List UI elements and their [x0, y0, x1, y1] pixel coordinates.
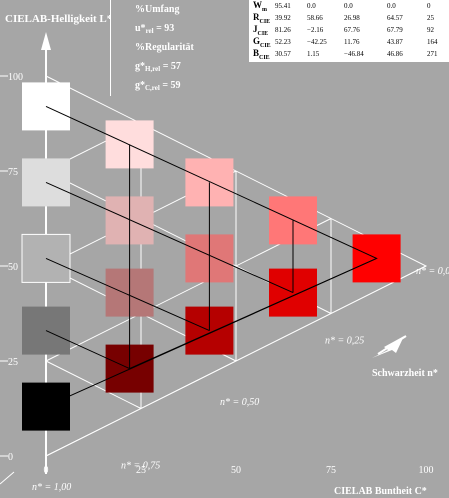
x-tick-label: 0	[44, 465, 49, 476]
table-row: BCIE 30.57 1.15 −46.84 46.86 271	[249, 48, 449, 61]
table-cell: −2.16	[307, 26, 324, 34]
info-subscript: H,rel	[145, 65, 161, 73]
row-label: RCIE	[253, 12, 271, 25]
n-label: n* = 1,00	[32, 482, 71, 493]
y-tick-label: 50	[8, 262, 18, 273]
y-tick-label: 75	[8, 167, 18, 178]
x-axis-label: CIELAB Buntheit C*	[334, 486, 427, 497]
n-label: n* = 0,75	[121, 461, 160, 472]
table-row: JCIE 81.26 −2.16 67.76 67.79 92	[249, 24, 449, 37]
table-cell: 30.57	[275, 50, 291, 58]
n-label: n* = 0,25	[325, 336, 364, 347]
color-swatch	[22, 82, 70, 131]
labels: CIELAB-Helligkeit L* 100 75 50 25 0 0 25 50 75 100…	[5, 13, 449, 497]
lower-edge	[45, 265, 427, 457]
data-table: Wm 95.41 0.0 0.0 0.0 0 RCIE 39.92 58.66 26.98 64.5…	[249, 0, 449, 62]
x-tick-label: 50	[231, 465, 241, 476]
info-subscript: C,rel	[145, 84, 160, 92]
row-label-subscript: CIE	[257, 30, 269, 37]
info-line: g*C,rel = 59	[135, 80, 181, 92]
table-cell: 164	[427, 38, 438, 46]
y-axis-arrow	[41, 32, 51, 50]
table-cell: −42.25	[307, 38, 327, 46]
black-grid-lines	[45, 105, 378, 408]
table-cell: 52.23	[275, 38, 291, 46]
row-label-subscript: CIE	[260, 42, 271, 49]
table-cell: 25	[427, 14, 434, 22]
x-tick-label: 100	[419, 465, 434, 476]
table-row: GCIE 52.23 −42.25 11.76 43.87 164	[249, 36, 449, 49]
row-label-subscript: m	[262, 6, 267, 13]
row-label-subscript: CIE	[259, 18, 271, 25]
series-line	[129, 257, 377, 370]
row-label: JCIE	[253, 24, 269, 37]
table-cell: 67.76	[344, 26, 360, 34]
info-line: %Regularität	[135, 42, 194, 53]
corner-mark	[0, 471, 15, 485]
table-cell: 0.0	[307, 2, 316, 10]
table-cell: 81.26	[275, 26, 291, 34]
info-box: %Umfang u*rel = 93 %Regularität g*H,rel = 5…	[110, 0, 243, 96]
series-line	[45, 181, 294, 294]
table-cell: −46.84	[344, 50, 364, 58]
y-tick-label: 100	[8, 72, 23, 83]
table-cell: 64.57	[387, 14, 403, 22]
table-cell: 58.66	[307, 14, 323, 22]
row-label: Wm	[253, 0, 267, 13]
info-line: %Umfang	[135, 4, 180, 15]
annotation-arrow-shaft	[377, 335, 407, 355]
annotation-label: Schwarzheit n*	[372, 368, 438, 379]
table-cell: 43.87	[387, 38, 403, 46]
info-subscript: rel	[145, 27, 154, 35]
table-cell: 67.79	[387, 26, 403, 34]
x-tick-label: 25	[136, 465, 146, 476]
series-line	[45, 257, 210, 332]
row-label: GCIE	[253, 36, 271, 49]
table-cell: 92	[427, 26, 434, 34]
n-line	[45, 360, 142, 409]
table-cell: 0.0	[387, 2, 396, 10]
info-line: u*rel = 93	[135, 23, 175, 35]
row-label-subscript: CIE	[259, 54, 270, 61]
chart-title: CIELAB-Helligkeit L*	[5, 13, 113, 25]
table-cell: 95.41	[275, 2, 291, 10]
table-cell: 11.76	[344, 38, 360, 46]
n-label: n* = 0,50	[220, 397, 259, 408]
table-row: RCIE 39.92 58.66 26.98 64.57 25	[249, 12, 449, 25]
series-line	[45, 330, 130, 370]
table-cell: 1.15	[307, 50, 320, 58]
table-cell: 39.92	[275, 14, 291, 22]
table-cell: 26.98	[344, 14, 360, 22]
table-cell: 0.0	[344, 2, 353, 10]
table-cell: 46.86	[387, 50, 403, 58]
swatch-outline	[21, 233, 71, 283]
x-tick-label: 75	[326, 465, 336, 476]
table-cell: 271	[427, 50, 438, 58]
row-label: BCIE	[253, 48, 270, 61]
table-row: Wm 95.41 0.0 0.0 0.0 0	[249, 0, 449, 13]
n-label: n* = 0,00	[416, 266, 449, 277]
table-cell: 0	[427, 2, 431, 10]
info-line: g*H,rel = 57	[135, 61, 181, 73]
y-tick-label: 25	[8, 357, 18, 368]
y-tick-label: 0	[8, 452, 13, 463]
